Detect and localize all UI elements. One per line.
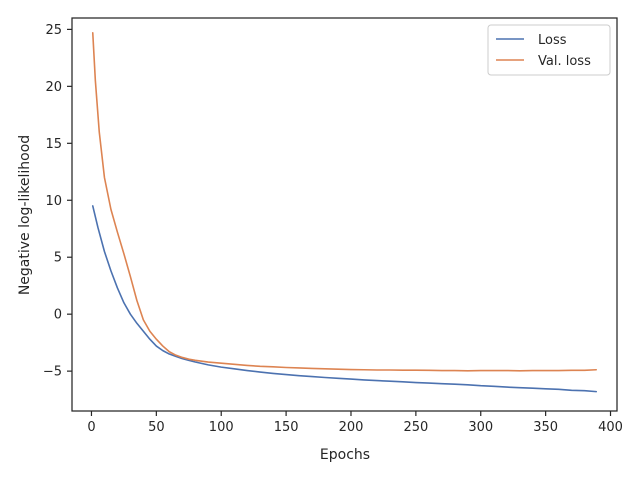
series-line-loss — [91, 205, 598, 393]
y-tick-label: 20 — [45, 80, 62, 95]
y-tick-label: −5 — [43, 365, 62, 380]
x-tick-label: 200 — [339, 420, 364, 435]
y-tick-label: 0 — [54, 308, 62, 323]
x-tick-label: 150 — [274, 420, 299, 435]
y-tick-label: 15 — [45, 137, 62, 152]
ticks-layer: 0 50 100 150 200 250 300 350 400 −5 0 5 10 15 20 25 — [43, 23, 623, 435]
x-axis-label: Epochs — [320, 447, 370, 463]
x-tick-label: 50 — [148, 420, 165, 435]
y-tick-label: 25 — [45, 23, 62, 38]
plot-frame — [71, 17, 618, 412]
y-tick-label: 5 — [54, 251, 62, 266]
plot-area — [72, 18, 617, 411]
series-layer — [91, 32, 598, 393]
y-tick-label: 10 — [45, 194, 62, 209]
x-tick-label: 100 — [209, 420, 234, 435]
legend-label-val-loss: Val. loss — [538, 54, 591, 69]
x-tick-label: 250 — [403, 420, 428, 435]
legend-label-loss: Loss — [538, 33, 567, 48]
x-tick-label: 400 — [598, 420, 623, 435]
x-tick-label: 350 — [533, 420, 558, 435]
legend: Loss Val. loss — [487, 24, 611, 76]
x-tick-label: 0 — [87, 420, 95, 435]
legend-box — [487, 24, 611, 76]
x-tick-label: 300 — [468, 420, 493, 435]
series-line-val-loss — [91, 32, 598, 372]
y-axis-label: Negative log-likelihood — [17, 135, 33, 295]
